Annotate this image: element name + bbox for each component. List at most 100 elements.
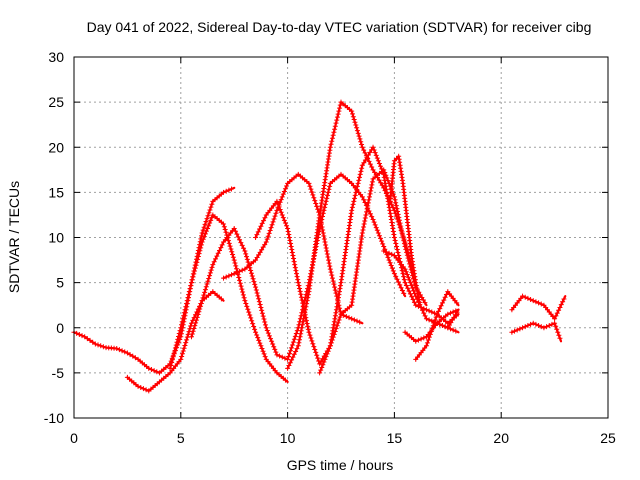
data-point: [378, 180, 384, 186]
data-point: [387, 260, 393, 266]
data-point: [416, 297, 422, 303]
data-point: [231, 271, 237, 277]
data-point: [252, 326, 258, 332]
data-point: [221, 221, 227, 227]
data-point: [286, 363, 292, 369]
data-point: [198, 245, 204, 251]
data-point: [380, 241, 386, 247]
data-point: [179, 354, 185, 360]
data-point: [557, 335, 563, 341]
data-point: [294, 346, 300, 352]
data-point: [114, 346, 120, 352]
data-point: [244, 303, 250, 309]
data-point: [237, 237, 243, 243]
data-point: [292, 265, 298, 271]
data-point: [237, 280, 243, 286]
data-point: [421, 310, 427, 316]
data-point: [386, 201, 392, 207]
data-point: [401, 274, 407, 280]
data-point: [272, 213, 278, 219]
data-point: [331, 319, 337, 325]
data-point: [202, 289, 208, 295]
data-point: [253, 257, 259, 263]
data-point: [181, 310, 187, 316]
data-point: [362, 218, 368, 224]
data-point: [300, 300, 306, 306]
data-point: [262, 215, 268, 221]
data-point: [392, 197, 398, 203]
data-point: [329, 135, 335, 141]
data-point: [335, 298, 341, 304]
data-point: [419, 307, 425, 313]
data-point: [359, 162, 365, 168]
y-tick-label: -10: [44, 410, 64, 426]
data-point: [319, 364, 325, 370]
data-point: [257, 226, 263, 232]
data-point: [241, 245, 247, 251]
data-point: [336, 108, 342, 114]
data-point: [434, 320, 440, 326]
data-point: [333, 310, 339, 316]
data-point: [259, 346, 265, 352]
data-point: [287, 238, 293, 244]
data-point: [92, 341, 98, 347]
data-point: [362, 150, 368, 156]
data-point: [393, 213, 399, 219]
data-point: [394, 247, 400, 253]
x-tick-label: 20: [493, 430, 509, 446]
data-point: [398, 228, 404, 234]
data-point: [310, 192, 316, 198]
data-point: [323, 242, 329, 248]
data-point: [172, 345, 178, 351]
data-point: [198, 242, 204, 248]
data-point: [367, 191, 373, 197]
data-point: [256, 252, 262, 258]
data-point: [447, 326, 453, 332]
data-point: [132, 355, 138, 361]
data-point: [151, 368, 157, 374]
data-point: [270, 219, 276, 225]
data-point: [146, 365, 152, 371]
data-point: [329, 138, 335, 144]
data-point: [453, 308, 459, 314]
x-axis-label: GPS time / hours: [287, 457, 394, 473]
data-point: [337, 102, 343, 108]
data-point: [219, 242, 225, 248]
data-point: [317, 370, 323, 376]
data-point: [326, 346, 332, 352]
data-point: [209, 264, 215, 270]
data-point: [281, 188, 287, 194]
data-point: [554, 310, 560, 316]
series-trace: [190, 173, 407, 361]
data-point: [446, 322, 452, 328]
data-point: [167, 365, 173, 371]
data-point: [349, 316, 355, 322]
data-point: [218, 296, 224, 302]
data-point: [262, 354, 268, 360]
data-point: [191, 271, 197, 277]
data-point: [194, 314, 200, 320]
data-point: [514, 327, 520, 333]
data-point: [373, 225, 379, 231]
data-point: [379, 182, 385, 188]
data-point: [269, 222, 275, 228]
data-point: [376, 160, 382, 166]
data-point: [189, 331, 195, 337]
data-point: [269, 338, 275, 344]
data-point: [375, 158, 381, 164]
data-point: [334, 114, 340, 120]
data-point: [254, 254, 260, 260]
data-point: [409, 294, 415, 300]
data-point: [193, 317, 199, 323]
data-point: [405, 274, 411, 280]
data-point: [169, 360, 175, 366]
data-point: [379, 238, 385, 244]
data-point: [373, 172, 379, 178]
data-point: [266, 230, 272, 236]
data-point: [333, 307, 339, 313]
data-point: [294, 274, 300, 280]
data-point: [290, 253, 296, 259]
data-point: [233, 228, 239, 234]
data-point: [350, 201, 356, 207]
